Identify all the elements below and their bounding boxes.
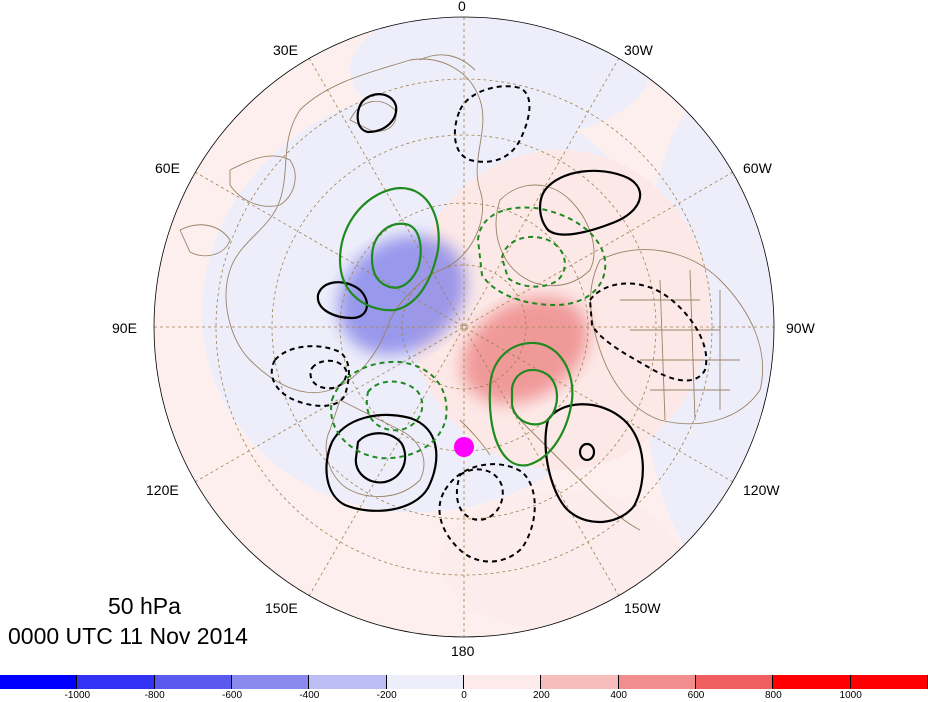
positive-anomaly-shading <box>461 296 589 404</box>
colorbar-tick-label: 200 <box>532 690 550 701</box>
lon-label-150w: 150W <box>624 600 661 616</box>
colorbar-tick-label: 1000 <box>839 690 862 701</box>
coastlines <box>179 54 764 531</box>
map-border <box>153 16 775 638</box>
lon-label-60w: 60W <box>743 160 772 176</box>
lon-label-0: 0 <box>458 0 466 14</box>
colorbar-segment <box>850 675 928 689</box>
lon-label-30w: 30W <box>624 42 653 58</box>
colorbar-segment <box>773 675 851 689</box>
lon-label-120e: 120E <box>146 482 179 498</box>
colorbar-tick-label: -800 <box>144 690 165 701</box>
positive-contours <box>316 93 644 524</box>
colorbar-tick-label: -400 <box>299 690 320 701</box>
colorbar-segment <box>232 675 310 689</box>
colorbar-tick-label: -600 <box>221 690 243 701</box>
colorbar-segment <box>0 675 78 689</box>
lon-label-120w: 120W <box>743 482 780 498</box>
colorbar-segment <box>154 675 232 689</box>
level-label: 50 hPa <box>108 593 181 619</box>
lon-label-90e: 90E <box>112 320 137 336</box>
lon-label-150e: 150E <box>265 600 298 616</box>
colorbar-tick-label: -1000 <box>64 690 91 701</box>
weak-negative-north <box>350 17 650 140</box>
polar-map <box>153 16 775 638</box>
magenta-marker <box>454 437 474 457</box>
colorbar-segment <box>618 675 696 689</box>
colorbar-segment <box>696 675 774 689</box>
colorbar-segment <box>309 675 387 689</box>
colorbar <box>0 675 928 689</box>
green-dashed-contours <box>330 206 607 460</box>
lon-label-30e: 30E <box>273 42 298 58</box>
colorbar-segment <box>464 675 542 689</box>
colorbar-tick-label: -200 <box>376 690 397 701</box>
valid-time-label: 0000 UTC 11 Nov 2014 <box>8 623 248 649</box>
lon-label-60e: 60E <box>155 160 180 176</box>
colorbar-tick-label: 600 <box>687 690 705 701</box>
colorbar-tick-label: 0 <box>461 690 467 701</box>
colorbar-tick-label: 400 <box>610 690 627 701</box>
green-solid-contours <box>338 186 574 467</box>
meridians <box>154 17 774 637</box>
colorbar-segment <box>77 675 155 689</box>
lon-label-90w: 90W <box>786 320 815 336</box>
colorbar-tick-label: 800 <box>764 690 782 701</box>
lon-label-180: 180 <box>451 643 475 659</box>
map-disk <box>154 17 774 637</box>
colorbar-segment <box>386 675 464 689</box>
colorbar-segment <box>541 675 619 689</box>
